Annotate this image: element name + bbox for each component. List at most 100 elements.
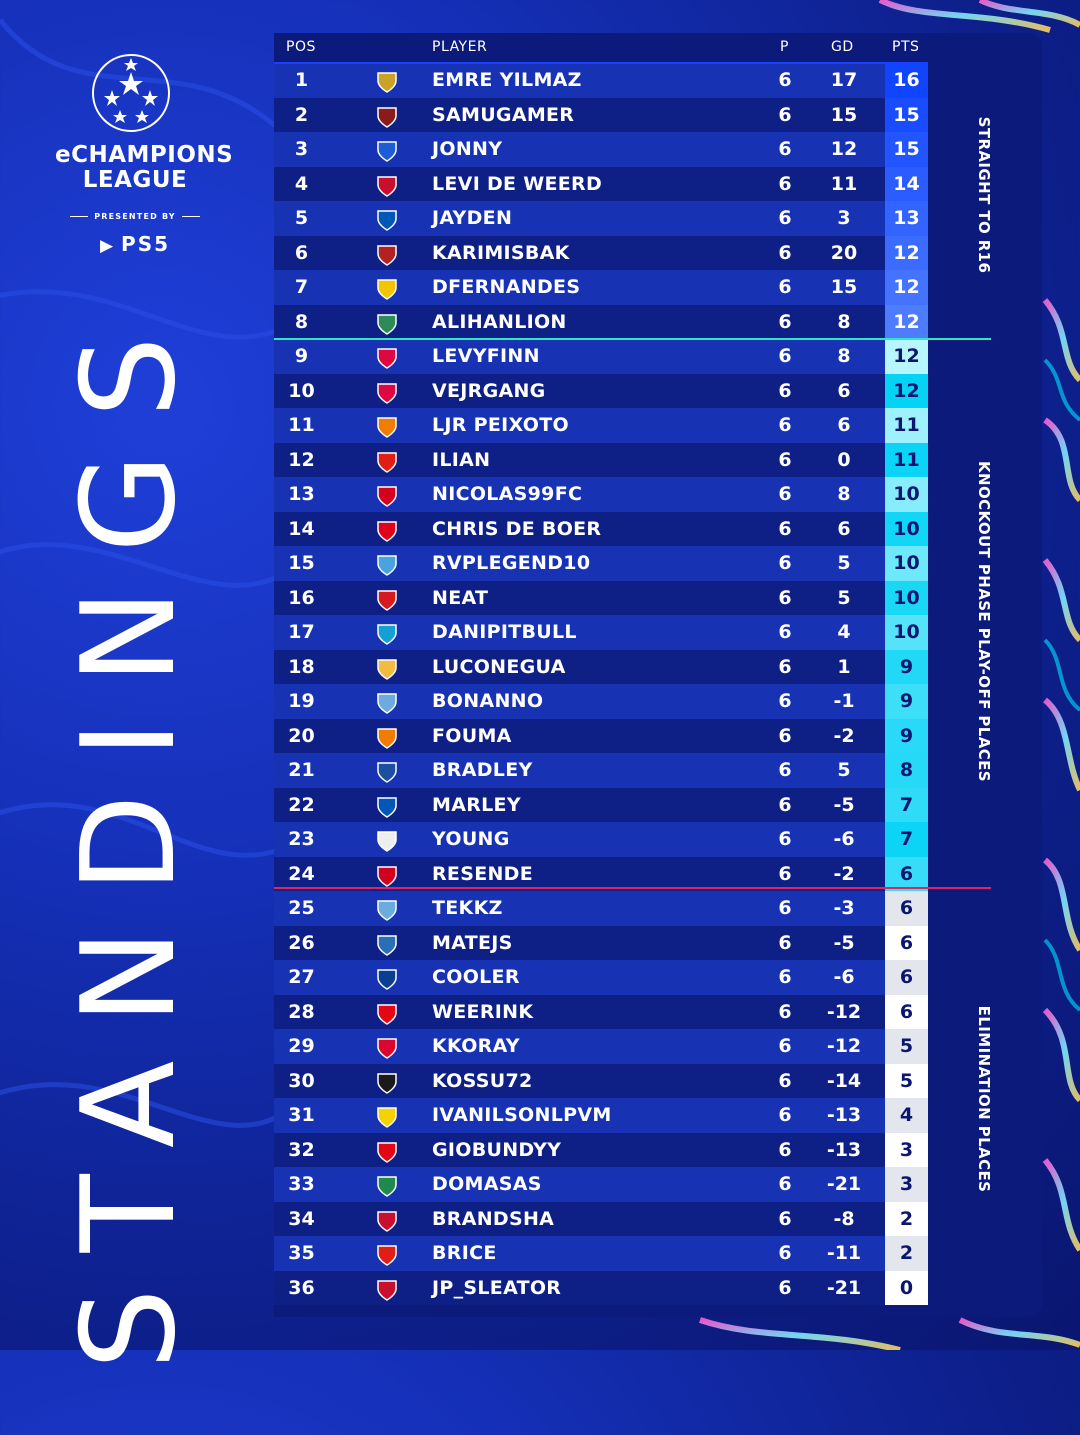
row-player-name: COOLER: [432, 966, 520, 988]
club-crest-icon: [374, 1072, 400, 1094]
table-row: 25 TEKKZ 6 -3 6: [274, 891, 928, 926]
row-played: 6: [778, 414, 792, 436]
row-player-name: JONNY: [432, 138, 503, 160]
row-player-name: BONANNO: [432, 690, 544, 712]
zone-label-elimination: ELIMINATION PLACES: [975, 1005, 993, 1193]
row-goal-difference: 20: [830, 241, 858, 264]
club-crest-icon: [374, 1175, 400, 1197]
row-points: 5: [885, 1063, 928, 1098]
row-points: 2: [885, 1201, 928, 1236]
row-points: 9: [885, 718, 928, 753]
club-crest-icon: [374, 865, 400, 887]
row-player-name: KOSSU72: [432, 1069, 533, 1092]
starball-icon: [92, 54, 170, 132]
row-played: 6: [778, 897, 792, 919]
club-crest-icon: [374, 761, 400, 783]
row-played: 6: [778, 69, 792, 91]
row-position: 3: [294, 138, 309, 160]
row-goal-difference: -6: [833, 828, 855, 850]
row-position: 33: [288, 1173, 315, 1195]
row-points: 12: [885, 235, 928, 270]
row-position: 18: [288, 655, 315, 678]
row-goal-difference: -21: [826, 1173, 862, 1195]
table-row: 32 GIOBUNDYY 6 -13 3: [274, 1132, 928, 1167]
row-played: 6: [778, 138, 792, 160]
row-position: 24: [288, 862, 315, 885]
club-crest-icon: [374, 313, 400, 335]
row-player-name: MARLEY: [432, 793, 521, 816]
table-row: 13 NICOLAS99FC 6 8 10: [274, 477, 928, 512]
row-played: 6: [778, 793, 792, 816]
row-played: 6: [778, 586, 792, 609]
row-player-name: LJR PEIXOTO: [432, 414, 569, 436]
row-player-name: RVPLEGEND10: [432, 552, 591, 574]
row-player-name: BRANDSHA: [432, 1207, 555, 1230]
row-position: 1: [294, 69, 309, 91]
table-row: 27 COOLER 6 -6 6: [274, 960, 928, 995]
row-position: 20: [288, 724, 315, 747]
row-points: 6: [885, 994, 928, 1029]
brand-line-1: eCHAMPIONS: [55, 142, 234, 168]
table-row: 5 JAYDEN 6 3 13: [274, 201, 928, 236]
row-played: 6: [778, 931, 792, 954]
club-crest-icon: [374, 1003, 400, 1025]
table-row: 29 KKORAY 6 -12 5: [274, 1029, 928, 1064]
club-crest-icon: [374, 796, 400, 818]
row-player-name: KARIMISBAK: [432, 241, 570, 264]
row-points: 6: [885, 925, 928, 960]
row-points: 12: [885, 373, 928, 408]
row-points: 7: [885, 787, 928, 822]
table-row: 9 LEVYFINN 6 8 12: [274, 339, 928, 374]
row-played: 6: [778, 448, 792, 471]
row-goal-difference: 3: [837, 207, 851, 229]
row-points: 5: [885, 1029, 928, 1064]
row-position: 2: [294, 103, 309, 126]
row-played: 6: [778, 621, 792, 643]
row-position: 27: [288, 966, 315, 988]
table-row: 24 RESENDE 6 -2 6: [274, 856, 928, 891]
row-player-name: CHRIS DE BOER: [432, 517, 602, 540]
row-points: 14: [885, 166, 928, 201]
club-crest-icon: [374, 1037, 400, 1059]
header-gd: GD: [831, 39, 854, 55]
club-crest-icon: [374, 692, 400, 714]
row-position: 23: [288, 828, 315, 850]
row-points: 6: [885, 891, 928, 926]
row-position: 30: [288, 1069, 315, 1092]
row-points: 10: [885, 511, 928, 546]
row-points: 12: [885, 304, 928, 339]
row-position: 11: [288, 414, 315, 436]
table-row: 19 BONANNO 6 -1 9: [274, 684, 928, 719]
row-played: 6: [778, 103, 792, 126]
row-points: 15: [885, 97, 928, 132]
club-crest-icon: [374, 727, 400, 749]
row-goal-difference: -1: [833, 690, 855, 712]
row-played: 6: [778, 724, 792, 747]
row-points: 6: [885, 960, 928, 995]
row-points: 11: [885, 408, 928, 443]
row-played: 6: [778, 1207, 792, 1230]
club-crest-icon: [374, 520, 400, 542]
presented-by-label: PRESENTED BY: [55, 212, 215, 221]
table-row: 16 NEAT 6 5 10: [274, 580, 928, 615]
table-row: 23 YOUNG 6 -6 7: [274, 822, 928, 857]
row-position: 25: [288, 897, 315, 919]
club-crest-icon: [374, 209, 400, 231]
zone-label-r16: STRAIGHT TO R16: [975, 116, 993, 274]
row-goal-difference: -11: [826, 1242, 862, 1264]
row-player-name: DANIPITBULL: [432, 621, 577, 643]
row-position: 35: [288, 1242, 315, 1264]
row-goal-difference: 15: [830, 103, 858, 126]
row-player-name: TEKKZ: [432, 897, 503, 919]
row-played: 6: [778, 1000, 792, 1023]
row-points: 2: [885, 1236, 928, 1271]
table-row: 10 VEJRGANG 6 6 12: [274, 373, 928, 408]
row-played: 6: [778, 1035, 792, 1057]
row-player-name: BRADLEY: [432, 759, 533, 781]
club-crest-icon: [374, 1279, 400, 1301]
row-player-name: KKORAY: [432, 1035, 520, 1057]
row-played: 6: [778, 1069, 792, 1092]
sponsor-label: PS5: [121, 232, 171, 256]
row-player-name: LUCONEGUA: [432, 655, 566, 678]
club-crest-icon: [374, 623, 400, 645]
